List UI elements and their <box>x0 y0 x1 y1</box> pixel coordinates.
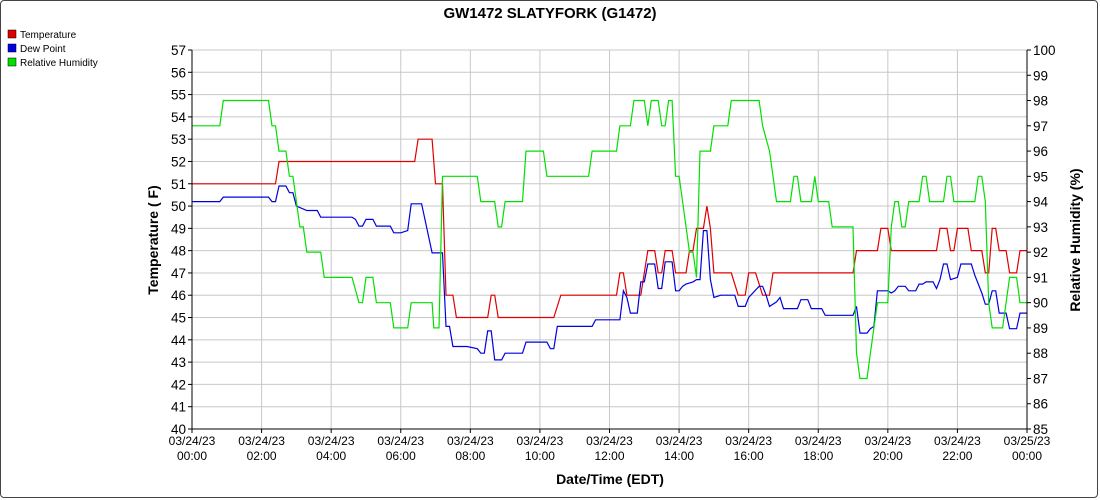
x-tick-time: 06:00 <box>386 449 416 463</box>
left-tick-label: 41 <box>171 400 186 415</box>
right-tick-label: 95 <box>1033 169 1048 184</box>
x-tick-date: 03/24/23 <box>656 434 703 448</box>
left-axis-label: Temperature ( F) <box>145 185 161 294</box>
gridlines <box>191 49 1028 430</box>
x-tick-time: 00:00 <box>177 449 207 463</box>
left-tick-label: 44 <box>171 333 187 348</box>
right-tick-label: 98 <box>1033 94 1048 109</box>
left-tick-label: 46 <box>171 288 186 303</box>
x-tick-time: 08:00 <box>455 449 485 463</box>
left-tick-label: 48 <box>171 244 186 259</box>
right-tick-label: 100 <box>1033 43 1056 58</box>
x-tick-date: 03/24/23 <box>169 434 216 448</box>
left-tick-label: 57 <box>171 43 186 58</box>
right-tick-label: 91 <box>1033 270 1048 285</box>
x-tick-time: 20:00 <box>873 449 903 463</box>
x-tick-time: 14:00 <box>664 449 694 463</box>
left-tick-label: 42 <box>171 377 186 392</box>
x-axis-ticks: 03/24/2300:0003/24/2302:0003/24/2304:000… <box>169 429 1051 463</box>
right-tick-label: 96 <box>1033 144 1048 159</box>
x-tick-time: 22:00 <box>942 449 972 463</box>
x-tick-time: 00:00 <box>1012 449 1042 463</box>
right-tick-label: 85 <box>1033 422 1048 437</box>
x-tick-date: 03/24/23 <box>517 434 564 448</box>
x-tick-date: 03/24/23 <box>586 434 633 448</box>
x-tick-date: 03/24/23 <box>864 434 911 448</box>
left-tick-label: 49 <box>171 221 186 236</box>
chart-title: GW1472 SLATYFORK (G1472) <box>443 5 656 22</box>
right-tick-label: 94 <box>1033 195 1049 210</box>
legend-swatch-dew-point <box>7 43 17 53</box>
legend: Temperature Dew Point Relative Humidity <box>7 29 98 69</box>
left-tick-label: 52 <box>171 154 186 169</box>
x-tick-date: 03/24/23 <box>795 434 842 448</box>
right-tick-label: 92 <box>1033 245 1048 260</box>
x-tick-date: 03/24/23 <box>308 434 355 448</box>
x-tick-date: 03/24/23 <box>447 434 494 448</box>
right-axis-ticks: 85 86 87 88 89 90 91 92 93 94 95 96 97 98 99 100 <box>1027 43 1056 437</box>
series-lines <box>192 99 1027 380</box>
left-tick-label: 47 <box>171 266 186 281</box>
right-tick-label: 86 <box>1033 397 1048 412</box>
x-tick-date: 03/24/23 <box>725 434 772 448</box>
left-tick-label: 53 <box>171 132 186 147</box>
right-tick-label: 99 <box>1033 68 1048 83</box>
series-line-dew-point <box>192 185 1027 361</box>
legend-swatch-temperature <box>7 29 17 39</box>
left-tick-label: 50 <box>171 199 186 214</box>
left-tick-label: 54 <box>171 110 187 125</box>
left-tick-label: 55 <box>171 88 186 103</box>
right-tick-label: 88 <box>1033 346 1048 361</box>
x-tick-time: 10:00 <box>525 449 555 463</box>
right-tick-label: 93 <box>1033 220 1048 235</box>
right-tick-label: 87 <box>1033 371 1048 386</box>
x-tick-time: 02:00 <box>247 449 277 463</box>
series-line-temperature <box>192 138 1027 319</box>
right-axis-label: Relative Humidity (%) <box>1067 168 1083 311</box>
series-line-relative-humidity <box>192 99 1027 380</box>
x-axis-label: Date/Time (EDT) <box>556 471 664 487</box>
x-tick-date: 03/24/23 <box>238 434 285 448</box>
left-tick-label: 56 <box>171 65 186 80</box>
right-tick-label: 97 <box>1033 119 1048 134</box>
x-tick-date: 03/25/23 <box>1004 434 1051 448</box>
right-tick-label: 90 <box>1033 296 1048 311</box>
left-tick-label: 40 <box>171 422 186 437</box>
x-tick-time: 16:00 <box>734 449 764 463</box>
legend-swatch-relative-humidity <box>7 57 17 67</box>
x-tick-date: 03/24/23 <box>934 434 981 448</box>
legend-label-relative-humidity: Relative Humidity <box>20 58 98 69</box>
left-tick-label: 51 <box>171 177 186 192</box>
left-tick-label: 45 <box>171 311 186 326</box>
legend-label-dew-point: Dew Point <box>20 44 66 55</box>
x-tick-date: 03/24/23 <box>377 434 424 448</box>
left-axis-ticks: 40 41 42 43 44 45 46 47 48 49 50 51 52 53 54 55 56 57 <box>171 43 192 437</box>
right-tick-label: 89 <box>1033 321 1048 336</box>
x-tick-time: 12:00 <box>594 449 624 463</box>
x-tick-time: 18:00 <box>803 449 833 463</box>
x-tick-time: 04:00 <box>316 449 346 463</box>
left-tick-label: 43 <box>171 355 186 370</box>
legend-label-temperature: Temperature <box>20 30 77 41</box>
